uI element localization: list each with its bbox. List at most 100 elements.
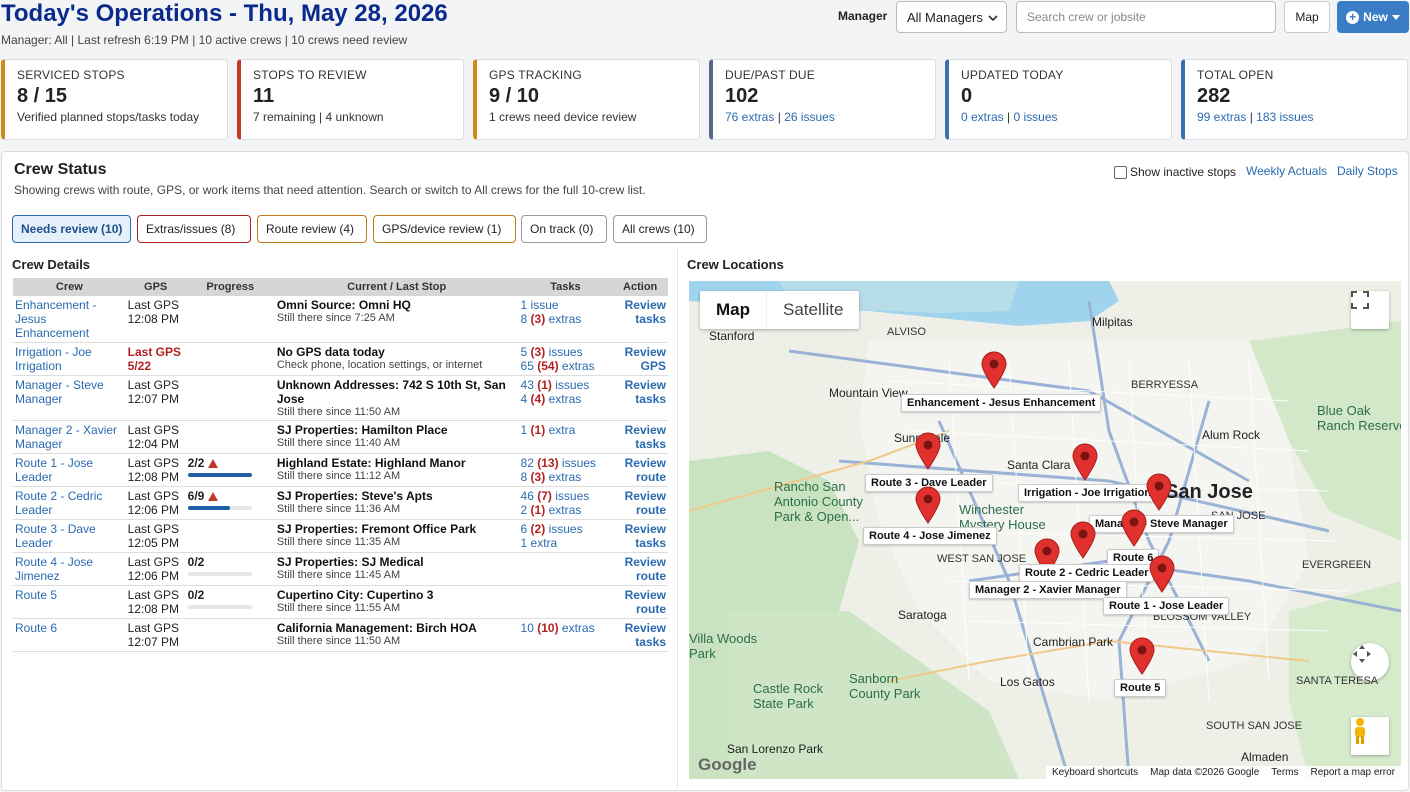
show-inactive-checkbox[interactable] <box>1114 165 1127 179</box>
task-count-link[interactable]: 8 <box>520 312 528 326</box>
task-type-link[interactable]: extras <box>548 470 582 484</box>
task-line[interactable]: 4 (4) extras <box>521 392 611 406</box>
street-view-pegman-icon[interactable] <box>1351 717 1389 755</box>
map-pin-icon[interactable] <box>1121 509 1147 547</box>
crew-name-link[interactable]: Route 4 - Jose Jimenez <box>15 555 94 583</box>
task-line[interactable]: 2 (1) extras <box>521 503 611 517</box>
review-action-link[interactable]: Review tasks <box>625 298 666 326</box>
crew-name-link[interactable]: Route 2 - Cedric Leader <box>15 489 103 517</box>
terms-link[interactable]: Terms <box>1271 767 1299 778</box>
task-type-link[interactable]: issues <box>555 489 590 503</box>
map-pin-icon[interactable] <box>915 432 941 470</box>
kpi-issues-link[interactable]: 26 issues <box>784 110 835 124</box>
task-type-link[interactable]: extras <box>561 359 595 373</box>
task-type-link[interactable]: issues <box>555 378 590 392</box>
map-pin-label[interactable]: Route 3 - Dave Leader <box>865 474 993 492</box>
review-action-link[interactable]: Review GPS <box>625 345 666 373</box>
task-count-link[interactable]: 1 issue <box>520 298 559 312</box>
filter-chip-on-track[interactable]: On track (0) <box>521 215 607 243</box>
map-pin-label[interactable]: Manager 2 - Xavier Manager <box>969 581 1127 599</box>
task-count-link[interactable]: 1 extra <box>520 536 558 550</box>
map-pin-label[interactable]: Route 4 - Jose Jimenez <box>863 527 997 545</box>
filter-chip-gps-device-review[interactable]: GPS/device review (1) <box>373 215 516 243</box>
map-pin-label[interactable]: Route 1 - Jose Leader <box>1103 597 1230 615</box>
map-pin-label[interactable]: Manager - Steve Manager <box>1089 515 1234 533</box>
task-count-link[interactable]: 43 <box>520 378 534 392</box>
map-pin-icon[interactable] <box>1034 538 1060 576</box>
filter-chip-route-review[interactable]: Route review (4) <box>257 215 367 243</box>
review-action-link[interactable]: Review route <box>625 489 666 517</box>
task-count-link[interactable]: 4 <box>520 392 528 406</box>
kpi-extras-link[interactable]: 99 extras <box>1197 110 1247 124</box>
crew-name-link[interactable]: Manager 2 - Xavier Manager <box>15 423 118 451</box>
crew-name-link[interactable]: Enhancement - Jesus Enhancement <box>15 298 97 340</box>
task-line[interactable]: 1 extra <box>521 536 611 550</box>
crew-name-link[interactable]: Route 6 <box>15 621 58 635</box>
task-count-link[interactable]: 2 <box>520 503 528 517</box>
task-line[interactable]: 6 (2) issues <box>521 522 611 536</box>
task-line[interactable]: 1 (1) extra <box>521 423 611 437</box>
task-line[interactable]: 8 (3) extras <box>521 470 611 484</box>
crew-name-link[interactable]: Irrigation - Joe Irrigation <box>15 345 92 373</box>
map-pin-label[interactable]: Route 2 - Cedric Leader <box>1019 564 1155 582</box>
report-map-error-link[interactable]: Report a map error <box>1310 767 1395 778</box>
keyboard-shortcuts-link[interactable]: Keyboard shortcuts <box>1051 767 1139 778</box>
crew-name-link[interactable]: Manager - Steve Manager <box>15 378 104 406</box>
map-pin-label[interactable]: Route 5 <box>1114 679 1167 697</box>
map-pin-icon[interactable] <box>1129 637 1155 675</box>
map-tab-map[interactable]: Map <box>700 291 767 329</box>
map-pin-label[interactable]: Route 6 <box>1107 549 1160 567</box>
kpi-extras-link[interactable]: 0 extras <box>961 110 1004 124</box>
review-action-link[interactable]: Review tasks <box>625 423 666 451</box>
crew-name-link[interactable]: Route 3 - Dave Leader <box>15 522 96 550</box>
task-type-link[interactable]: issues <box>561 456 596 470</box>
kpi-extras-link[interactable]: 76 extras <box>725 110 775 124</box>
search-input[interactable] <box>1016 1 1276 33</box>
task-type-link[interactable]: extra <box>548 423 576 437</box>
task-line[interactable]: 43 (1) issues <box>521 378 611 392</box>
map-pin-icon[interactable] <box>1149 555 1175 593</box>
weekly-actuals-link[interactable]: Weekly Actuals <box>1246 164 1328 178</box>
task-type-link[interactable]: issues <box>548 522 583 536</box>
map-pin-icon[interactable] <box>981 351 1007 389</box>
map-pin-icon[interactable] <box>1070 521 1096 559</box>
crew-map[interactable]: Map Satellite Stanford ALVISO Milpitas Moun… <box>689 281 1401 779</box>
map-pin-label[interactable]: Enhancement - Jesus Enhancement <box>901 394 1102 412</box>
task-count-link[interactable]: 10 <box>520 621 534 635</box>
map-tab-satellite[interactable]: Satellite <box>783 300 844 319</box>
daily-stops-link[interactable]: Daily Stops <box>1337 164 1398 178</box>
crew-name-link[interactable]: Route 5 <box>15 588 58 602</box>
map-button[interactable]: Map <box>1284 1 1330 33</box>
task-line[interactable]: 46 (7) issues <box>521 489 611 503</box>
review-action-link[interactable]: Review route <box>625 588 666 616</box>
show-inactive-toggle[interactable]: Show inactive stops <box>1114 165 1236 179</box>
task-count-link[interactable]: 6 <box>520 522 528 536</box>
task-line[interactable]: 82 (13) issues <box>521 456 611 470</box>
review-action-link[interactable]: Review tasks <box>625 522 666 550</box>
map-pin-label[interactable]: Irrigation - Joe Irrigation <box>1018 484 1158 502</box>
fullscreen-icon[interactable] <box>1351 291 1389 329</box>
map-pin-icon[interactable] <box>1072 443 1098 481</box>
camera-control-icon[interactable] <box>1351 643 1389 681</box>
review-action-link[interactable]: Review tasks <box>625 621 666 649</box>
map-pin-icon[interactable] <box>915 486 941 524</box>
task-line[interactable]: 8 (3) extras <box>521 312 611 326</box>
crew-name-link[interactable]: Route 1 - Jose Leader <box>15 456 94 484</box>
task-line[interactable]: 65 (54) extras <box>521 359 611 373</box>
new-button[interactable]: + New <box>1337 1 1409 33</box>
filter-chip-needs-review[interactable]: Needs review (10) <box>12 215 131 243</box>
task-type-link[interactable]: extras <box>548 503 582 517</box>
task-type-link[interactable]: issues <box>548 345 583 359</box>
task-type-link[interactable]: extras <box>548 312 582 326</box>
filter-chip-all-crews[interactable]: All crews (10) <box>613 215 707 243</box>
task-count-link[interactable]: 65 <box>520 359 534 373</box>
task-count-link[interactable]: 1 <box>520 423 528 437</box>
map-pin-icon[interactable] <box>1146 473 1172 511</box>
task-line[interactable]: 1 issue <box>521 298 611 312</box>
task-count-link[interactable]: 82 <box>520 456 534 470</box>
review-action-link[interactable]: Review route <box>625 555 666 583</box>
task-count-link[interactable]: 46 <box>520 489 534 503</box>
review-action-link[interactable]: Review tasks <box>625 378 666 406</box>
task-type-link[interactable]: extras <box>561 621 595 635</box>
manager-select[interactable]: All Managers <box>896 1 1007 33</box>
